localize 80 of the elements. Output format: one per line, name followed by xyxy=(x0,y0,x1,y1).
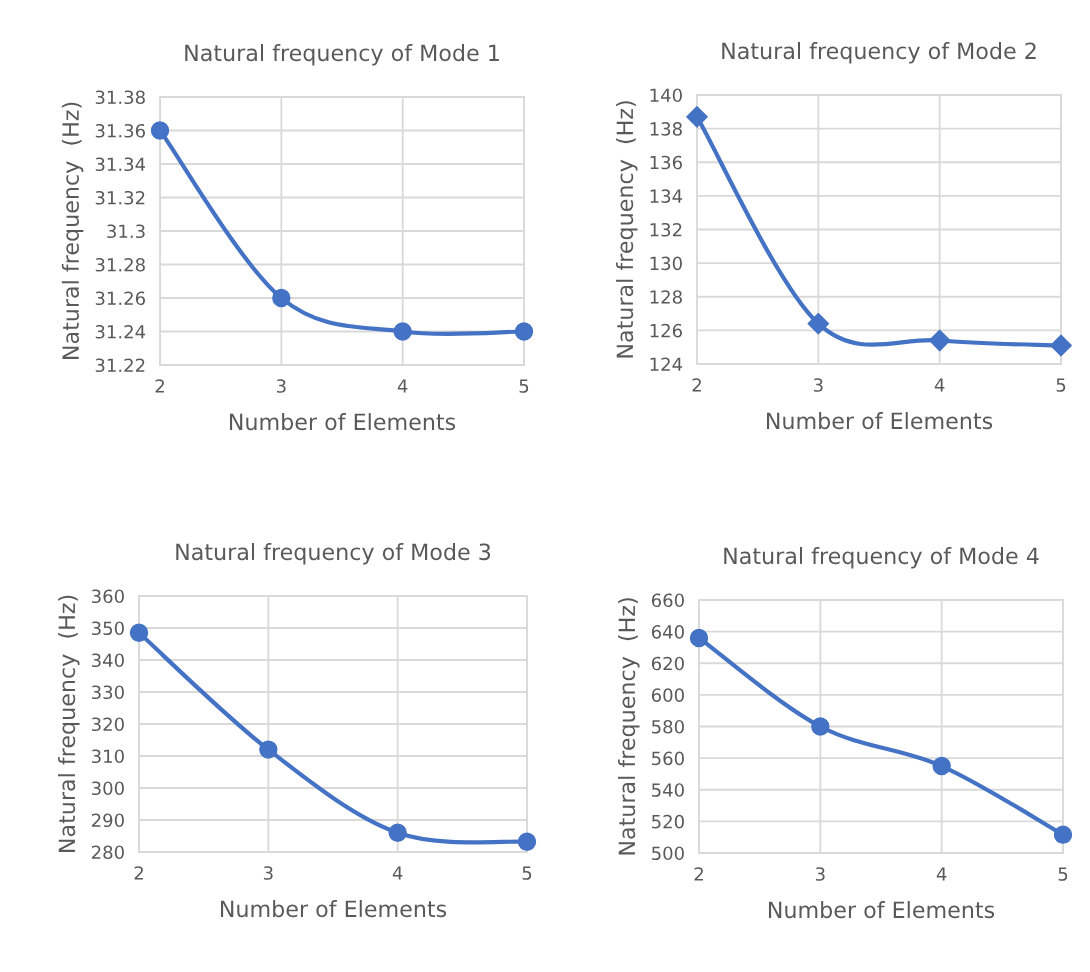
y-tick-label: 126 xyxy=(650,323,682,338)
point xyxy=(811,717,830,736)
point xyxy=(928,329,951,352)
point xyxy=(689,628,709,648)
y-tick-label: 580 xyxy=(652,719,684,734)
y-tick-label: 132 xyxy=(650,222,682,237)
point xyxy=(1050,334,1072,357)
y-tick-label: 600 xyxy=(651,688,684,702)
y-tick-label: 31.34 xyxy=(95,157,146,172)
y-tick-label: 540 xyxy=(652,783,684,797)
y-tick-label: 31.38 xyxy=(95,90,145,105)
y-tick-label: 560 xyxy=(652,751,684,766)
y-axis-title: Natural frequency (Hz) xyxy=(58,595,80,852)
x-axis-title: Number of Elements xyxy=(768,901,995,919)
y-axis-title: Natural frequency (Hz) xyxy=(618,598,640,855)
y-tick-label: 31.32 xyxy=(95,190,145,205)
x-tick-label: 3 xyxy=(813,378,823,392)
x-axis-title: Number of Elements xyxy=(220,900,447,918)
y-tick-label: 134 xyxy=(650,189,683,203)
y-tick-label: 31.24 xyxy=(95,324,146,339)
x-tick-label: 3 xyxy=(263,866,273,880)
point xyxy=(517,832,537,851)
point xyxy=(272,288,291,308)
y-tick-label: 320 xyxy=(92,717,124,732)
x-tick-label: 4 xyxy=(934,378,945,392)
y-tick-label: 660 xyxy=(651,593,684,608)
y-tick-label: 350 xyxy=(92,621,124,636)
x-axis-title: Number of Elements xyxy=(766,412,993,430)
y-tick-label: 31.26 xyxy=(95,291,145,306)
y-tick-label: 31.22 xyxy=(95,358,145,373)
y-tick-label: 280 xyxy=(91,845,124,860)
y-tick-label: 500 xyxy=(652,846,684,861)
point xyxy=(807,312,830,335)
point xyxy=(932,756,951,776)
y-tick-label: 340 xyxy=(92,653,124,668)
point xyxy=(393,322,412,341)
y-tick-label: 640 xyxy=(651,625,684,639)
x-tick-label: 4 xyxy=(397,379,408,393)
x-tick-label: 2 xyxy=(134,866,143,880)
x-tick-label: 3 xyxy=(815,867,825,881)
chart-title: Natural frequency of Mode 2 xyxy=(722,42,1036,64)
x-tick-label: 3 xyxy=(276,379,286,393)
y-tick-label: 360 xyxy=(92,589,124,604)
point xyxy=(514,322,534,341)
x-tick-label: 2 xyxy=(692,378,701,392)
chart-title: Natural frequency of Mode 3 xyxy=(176,543,491,565)
x-axis-title: Number of Elements xyxy=(229,413,456,431)
point xyxy=(259,740,278,759)
y-tick-label: 330 xyxy=(92,685,124,700)
y-tick-label: 31.3 xyxy=(107,224,145,239)
x-tick-label: 5 xyxy=(519,379,529,393)
y-tick-label: 124 xyxy=(650,357,683,371)
point xyxy=(150,121,170,140)
point xyxy=(686,105,708,128)
point xyxy=(388,823,407,842)
y-tick-label: 290 xyxy=(91,813,124,828)
y-tick-label: 310 xyxy=(92,749,124,764)
point xyxy=(1053,825,1073,844)
y-tick-label: 31.28 xyxy=(95,257,145,272)
point xyxy=(129,623,149,642)
y-axis-title: Natural frequency (Hz) xyxy=(616,101,638,358)
y-tick-label: 520 xyxy=(652,814,684,829)
y-tick-label: 136 xyxy=(650,155,682,170)
y-tick-label: 31.36 xyxy=(95,123,145,138)
x-tick-label: 5 xyxy=(522,866,532,880)
y-tick-label: 130 xyxy=(650,256,682,271)
chart-title: Natural frequency of Mode 4 xyxy=(724,547,1039,569)
x-tick-label: 5 xyxy=(1058,867,1068,881)
y-tick-label: 128 xyxy=(650,290,682,304)
y-axis-title: Natural frequency (Hz) xyxy=(61,102,84,359)
x-tick-label: 4 xyxy=(936,867,947,881)
chart-title: Natural frequency of Mode 1 xyxy=(185,44,499,66)
y-tick-label: 138 xyxy=(650,122,682,136)
x-tick-label: 2 xyxy=(155,379,164,393)
y-tick-label: 140 xyxy=(650,88,682,103)
x-tick-label: 2 xyxy=(694,867,703,881)
y-tick-label: 620 xyxy=(651,656,684,671)
y-tick-label: 300 xyxy=(92,781,124,796)
x-tick-label: 4 xyxy=(392,866,403,880)
x-tick-label: 5 xyxy=(1056,378,1066,392)
